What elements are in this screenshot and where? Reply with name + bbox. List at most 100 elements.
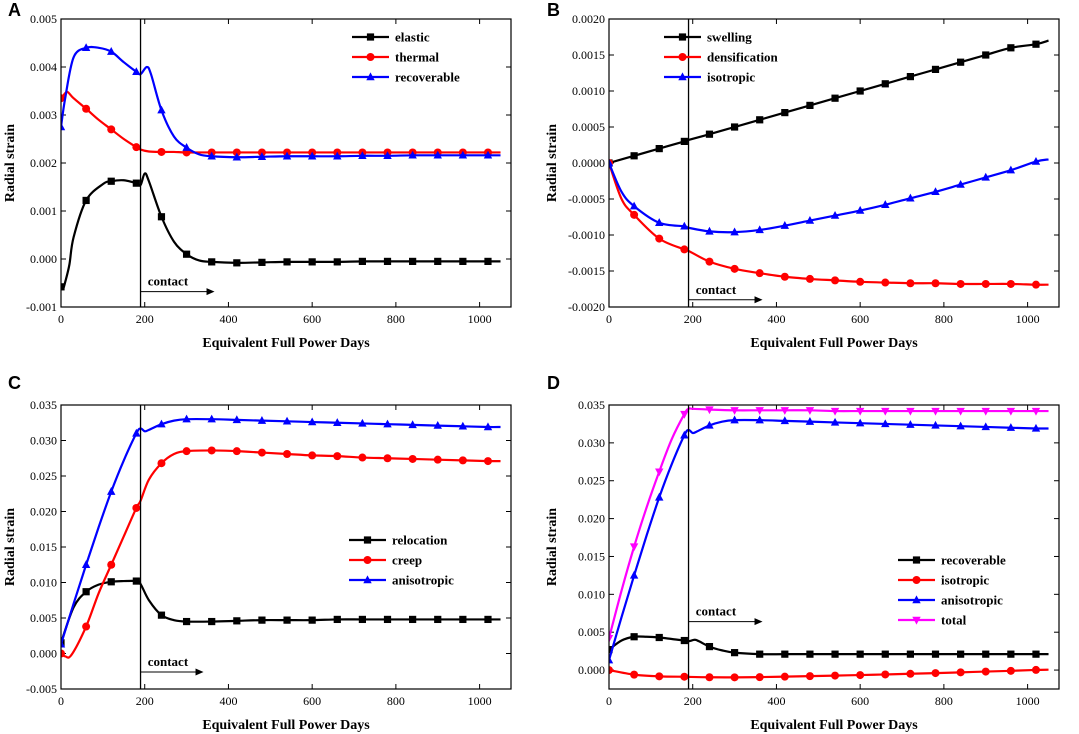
data-point-isotropic [780,221,790,229]
data-point-elastic [459,257,467,265]
series-line-elastic [61,172,501,291]
data-point-anisotropic [81,560,91,568]
data-point-isotropic [1006,666,1015,675]
x-tick-label: 600 [851,694,869,708]
data-point-relocation [308,616,316,624]
data-point-anisotropic [1006,423,1016,431]
data-point-isotropic [655,672,664,681]
contact-arrow-head [754,618,763,626]
legend-label-densification: densification [707,50,779,65]
data-point-recoverable [730,649,739,657]
legend-label-anisotropic: anisotropic [392,573,454,588]
data-point-relocation [208,617,216,626]
data-point-anisotropic [655,492,664,501]
data-point-densification [630,210,639,219]
panel-c: C 0 200 400 600 800 1000 -0.005 0.000 0.005 0.010 0… [3,373,512,733]
x-tick-label: 400 [219,312,237,326]
data-point-isotropic [881,200,890,208]
y-tick-label: 0.0010 [572,84,605,98]
series-line-isotropic [609,158,1049,234]
data-point-anisotropic [705,420,714,429]
data-point-recoverable [781,650,789,658]
data-point-creep [433,455,442,464]
x-tick-label: 1000 [1016,694,1040,708]
data-point-recoverable [957,650,965,658]
data-point-recoverable [806,650,814,658]
panel-letter-b: B [547,0,560,20]
contact-label: contact [148,654,189,669]
data-point-total [680,410,689,419]
data-point-anisotropic [257,416,267,424]
data-point-creep [333,452,342,461]
legend-marker-recoverable [366,72,375,81]
legend-label-thermal: thermal [395,50,439,65]
y-tick-label: 0.035 [30,398,57,412]
legend-marker-thermal [366,53,375,61]
data-point-densification [981,279,990,288]
y-tick-label: 0.003 [30,108,57,122]
data-point-densification [755,269,764,278]
legend-label-relocation: relocation [392,533,448,548]
data-point-creep [61,649,65,658]
data-point-densification [1006,279,1015,288]
data-point-isotropic [609,666,613,675]
y-tick-label: 0.0015 [572,48,605,62]
data-point-swelling [1032,40,1040,48]
data-point-recoverable [61,122,66,131]
series-line-creep [61,449,501,659]
y-tick-label: 0.002 [30,156,57,170]
data-point-isotropic [780,672,789,681]
data-point-anisotropic [931,420,940,429]
data-point-swelling [630,152,638,160]
y-tick-label: 0.010 [30,576,57,590]
data-point-densification [956,279,965,288]
y-axis-title: Radial strain [3,124,18,202]
x-tick-label: 1000 [1016,312,1040,326]
data-point-anisotropic [107,487,116,495]
data-point-anisotropic [680,430,689,439]
x-axis-title: Equivalent Full Power Days [750,336,918,351]
series-line-densification [609,162,1049,286]
data-point-isotropic [831,671,840,680]
series-line-recoverable [61,45,501,159]
y-tick-label: 0.005 [30,12,57,26]
x-tick-label: 400 [767,694,785,708]
contact-label: contact [696,282,737,297]
data-point-anisotropic [981,422,990,431]
data-point-recoverable [232,152,242,161]
data-point-relocation [182,617,191,626]
data-point-recoverable [383,151,392,159]
data-point-total [956,407,965,416]
data-point-relocation [358,615,366,624]
series-group [61,414,501,659]
legend-marker-anisotropic [912,595,921,604]
data-point-swelling [655,145,663,153]
y-tick-label: -0.0005 [568,192,605,206]
data-point-total [906,407,915,416]
y-tick-label: 0.025 [578,474,605,488]
data-point-anisotropic [458,421,468,430]
data-point-recoverable [307,151,317,160]
data-point-anisotropic [805,417,815,425]
legend-marker-densification [678,53,687,61]
data-point-recoverable [408,150,417,159]
data-point-recoverable [458,150,468,159]
series-line-thermal [61,90,501,154]
plot-frame [60,404,512,690]
data-point-elastic [383,257,392,265]
data-point-densification [780,272,789,281]
data-point-total [755,407,764,415]
y-axis-title: Radial strain [545,124,560,202]
data-point-anisotropic [61,639,66,648]
series-line-anisotropic [609,418,1049,661]
legend-marker-relocation [363,536,372,544]
y-tick-label: 0.005 [30,611,57,625]
legend: recoverable isotropic anisotropic total [898,553,1006,628]
legend-label-elastic: elastic [395,30,430,45]
data-point-isotropic [830,210,840,219]
data-point-total [1006,407,1016,416]
data-point-creep [358,453,367,462]
data-point-densification [881,278,890,287]
data-point-recoverable [107,47,116,55]
data-point-creep [107,560,116,569]
